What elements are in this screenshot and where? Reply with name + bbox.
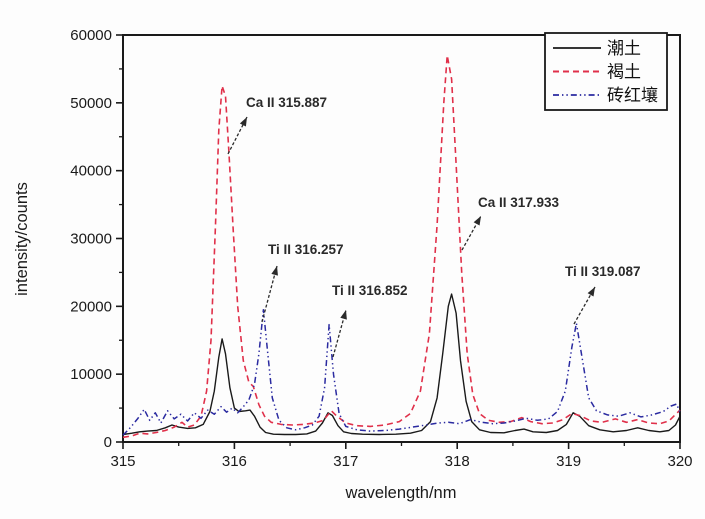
annotation-arrow-line <box>227 116 248 155</box>
y-tick-label: 10000 <box>70 366 112 383</box>
x-tick-label: 317 <box>333 453 358 470</box>
peak-annotation-label: Ca II 317.933 <box>478 195 560 210</box>
y-axis-label: intensity/counts <box>13 182 31 296</box>
peak-annotation-label: Ti II 316.852 <box>332 283 408 298</box>
x-tick-label: 320 <box>667 453 692 470</box>
x-tick-label: 315 <box>110 453 135 470</box>
peak-annotation-label: Ti II 316.257 <box>268 242 344 257</box>
x-tick-label: 318 <box>445 453 470 470</box>
legend-item-label: 砖红壤 <box>607 85 658 105</box>
annotation-arrow-head <box>239 117 247 127</box>
peak-annotation-label: Ca II 315.887 <box>246 95 327 110</box>
y-tick-label: 50000 <box>70 95 112 112</box>
annotation-arrow-head <box>340 310 347 320</box>
x-tick-label: 319 <box>556 453 581 470</box>
x-tick-label: 316 <box>222 453 247 470</box>
y-tick-label: 60000 <box>70 27 112 44</box>
y-tick-label: 30000 <box>70 231 112 248</box>
annotation-arrow-head <box>271 266 278 276</box>
series-line-1 <box>122 54 681 439</box>
series-line-2 <box>122 308 681 436</box>
x-axis-label: wavelength/nm <box>345 484 457 502</box>
annotation-arrow-head <box>587 287 595 297</box>
legend-item-label: 褐土 <box>607 63 641 82</box>
y-tick-label: 0 <box>104 434 112 451</box>
y-tick-label: 40000 <box>70 163 112 180</box>
peak-annotation-label: Ti II 319.087 <box>565 264 641 279</box>
y-tick-label: 20000 <box>70 298 112 315</box>
annotation-arrow-head <box>473 216 481 226</box>
series-line-0 <box>122 293 681 436</box>
legend-item-label: 潮土 <box>607 39 641 58</box>
